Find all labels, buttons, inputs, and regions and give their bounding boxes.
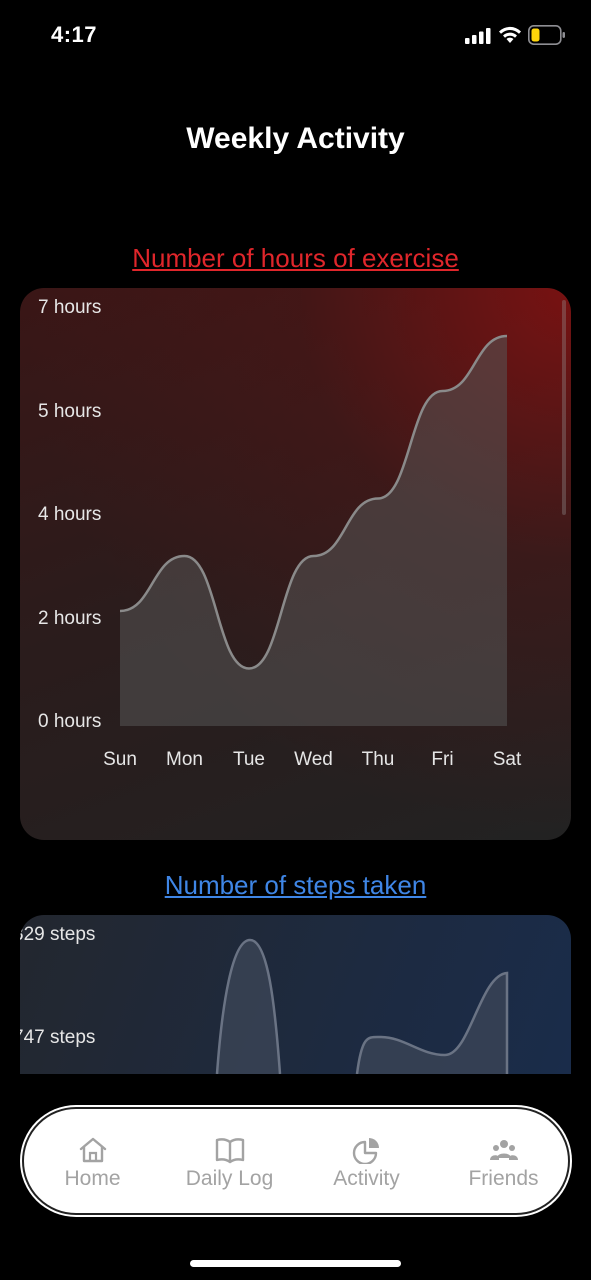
home-indicator [190,1260,401,1267]
book-icon [215,1138,244,1164]
pie-chart-icon [352,1138,379,1164]
tab-activity-label: Activity [333,1167,400,1190]
steps-chart-title-link[interactable]: Number of steps taken [164,870,427,900]
exercise-y-tick-label: 7 hours [38,297,101,318]
bottom-tab-bar: Home Daily Log Activity Friends [22,1107,570,1215]
steps-area-fill [217,940,280,1074]
exercise-x-tick-label: Mon [166,749,203,770]
exercise-y-tick-label: 2 hours [38,608,101,629]
exercise-chart-card[interactable]: 7 hours 5 hours 4 hours 2 hours 0 hours Sun Mo… [20,288,571,840]
steps-area-fill [357,973,507,1074]
exercise-x-tick-label: Tue [233,749,265,770]
wifi-icon [499,26,521,43]
tab-friends[interactable]: Friends [435,1109,572,1213]
status-time: 4:17 [51,22,98,47]
steps-area-chart: 329 steps 747 steps [20,924,509,1074]
scrollbar-thumb[interactable] [562,300,566,515]
tab-home[interactable]: Home [24,1109,161,1213]
tab-friends-label: Friends [468,1167,539,1190]
exercise-y-tick-label: 4 hours [38,504,101,525]
steps-y-tick-label: 329 steps [20,924,95,945]
home-icon [79,1137,106,1163]
tab-activity[interactable]: Activity [298,1109,435,1213]
steps-y-tick-label: 747 steps [20,1027,95,1048]
exercise-x-tick-label: Sat [493,749,522,770]
tab-daily-log-label: Daily Log [185,1167,274,1190]
battery-icon [528,25,565,45]
status-bar: 4:17 [0,0,591,70]
exercise-x-tick-label: Sun [103,749,137,770]
steps-series-line [215,938,282,1074]
exercise-x-tick-label: Wed [294,749,333,770]
exercise-x-tick-label: Fri [431,749,453,770]
people-icon [489,1140,518,1160]
exercise-series-line [119,334,508,670]
page-title: Weekly Activity [186,122,405,155]
cellular-signal-icon [465,28,491,44]
exercise-area-fill [120,336,507,726]
steps-chart-card[interactable]: 329 steps 747 steps [20,915,571,1074]
exercise-chart-title-link[interactable]: Number of hours of exercise [132,243,459,273]
steps-series-line [355,971,509,1074]
exercise-x-tick-label: Thu [362,749,395,770]
exercise-y-tick-label: 5 hours [38,401,101,422]
exercise-y-tick-label: 0 hours [38,711,101,732]
tab-daily-log[interactable]: Daily Log [161,1109,298,1213]
tab-home-label: Home [64,1167,121,1190]
